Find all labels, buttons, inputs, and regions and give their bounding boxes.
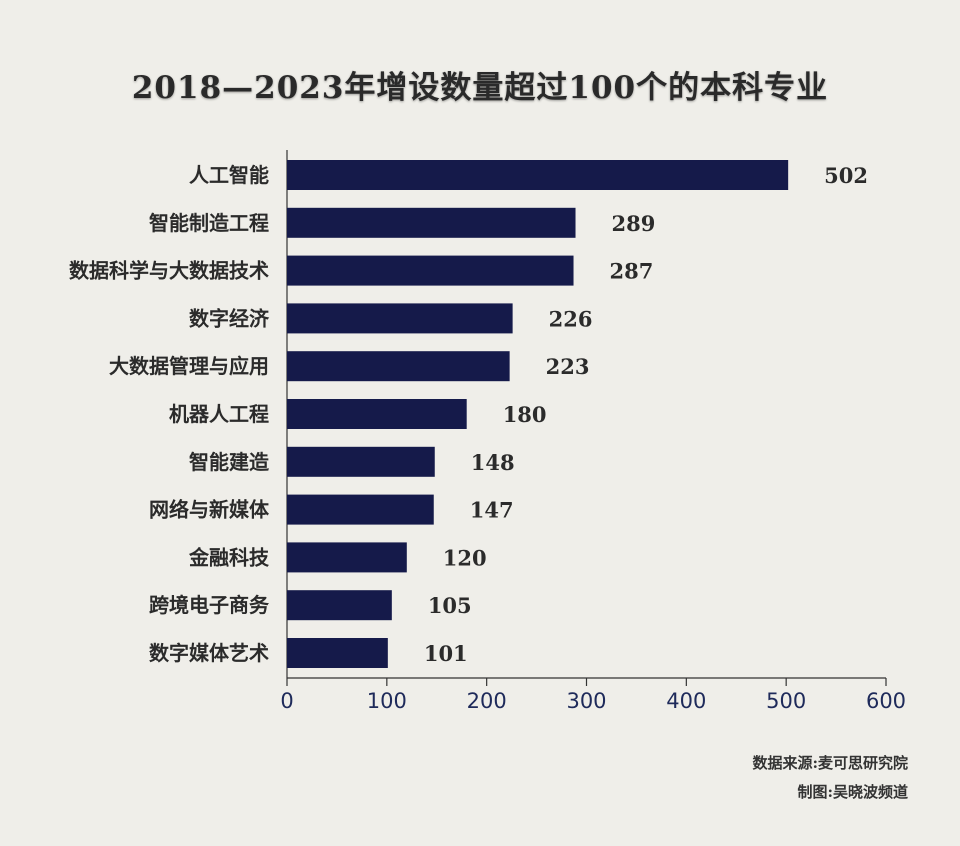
bar — [287, 160, 789, 190]
category-label: 数据科学与大数据技术 — [69, 259, 269, 283]
category-label: 人工智能 — [189, 163, 269, 187]
bar — [287, 638, 388, 668]
value-label: 148 — [471, 450, 515, 475]
category-label: 大数据管理与应用 — [109, 354, 269, 378]
category-label: 智能制造工程 — [149, 211, 269, 235]
bar — [287, 255, 574, 286]
value-label: 502 — [824, 163, 868, 188]
category-label: 金融科技 — [188, 545, 270, 569]
x-tick-label: 300 — [566, 689, 606, 713]
chart-title: 2018—2023年增设数量超过100个的本科专业 — [131, 70, 829, 106]
category-label: 数字经济 — [189, 306, 270, 330]
bar — [287, 542, 407, 573]
value-label: 120 — [443, 545, 487, 570]
credit-note: 制图:吴晓波频道 — [797, 783, 908, 801]
value-label: 223 — [546, 354, 590, 379]
value-label: 289 — [612, 211, 656, 236]
value-label: 147 — [470, 498, 514, 523]
x-tick-label: 600 — [866, 689, 906, 713]
bar — [287, 494, 434, 525]
data-source-note: 数据来源:麦可思研究院 — [752, 754, 908, 772]
bar — [287, 446, 435, 477]
value-label: 287 — [610, 259, 654, 284]
x-tick-label: 400 — [666, 689, 706, 713]
value-label: 101 — [424, 641, 468, 666]
value-label: 180 — [503, 402, 547, 427]
bar — [287, 590, 392, 621]
value-label: 105 — [428, 593, 472, 618]
bar — [287, 351, 510, 382]
bar — [287, 399, 467, 429]
value-label: 226 — [549, 306, 593, 331]
category-label: 智能建造 — [189, 450, 270, 474]
bar — [287, 303, 513, 334]
x-tick-label: 0 — [280, 689, 293, 713]
bar — [287, 207, 576, 238]
category-label: 机器人工程 — [169, 402, 269, 426]
category-label: 数字媒体艺术 — [149, 641, 269, 665]
x-tick-label: 200 — [467, 689, 507, 713]
x-tick-label: 100 — [367, 689, 407, 713]
category-label: 跨境电子商务 — [149, 593, 270, 617]
category-label: 网络与新媒体 — [149, 498, 270, 522]
x-tick-label: 500 — [766, 689, 806, 713]
